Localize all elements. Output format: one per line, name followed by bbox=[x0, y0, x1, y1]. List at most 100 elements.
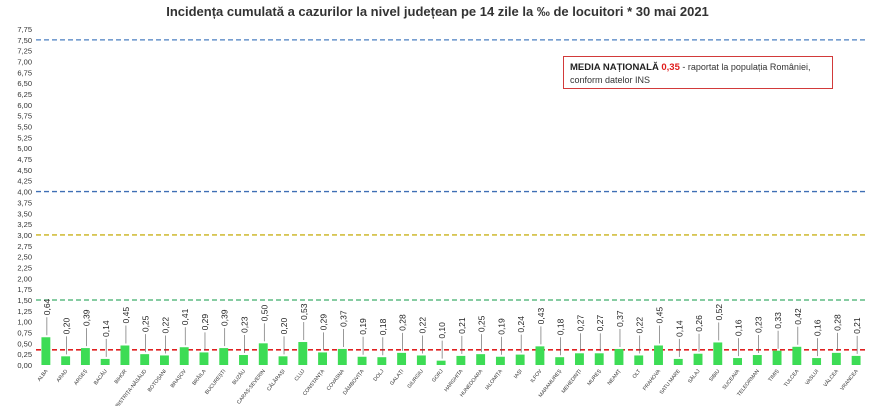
x-tick-label: VASLUI bbox=[804, 369, 820, 387]
data-label: 0,52 bbox=[714, 304, 724, 321]
bar bbox=[357, 356, 367, 365]
y-tick-label: 5,50 bbox=[17, 123, 32, 132]
x-tick-label: NEAMȚ bbox=[607, 368, 623, 387]
x-tick-label: SUCEAVA bbox=[722, 368, 742, 391]
data-label: 0,22 bbox=[417, 317, 427, 334]
bar bbox=[733, 358, 742, 365]
data-label: 0,19 bbox=[358, 318, 368, 335]
data-label: 0,42 bbox=[793, 308, 803, 325]
data-label: 0,37 bbox=[338, 310, 348, 327]
data-label: 0,22 bbox=[160, 317, 170, 334]
data-label: 0,25 bbox=[141, 315, 151, 332]
y-tick-label: 3,50 bbox=[17, 209, 32, 218]
x-tick-label: BUCUREȘTI bbox=[204, 369, 227, 396]
data-label: 0,16 bbox=[813, 319, 823, 336]
y-tick-label: 5,00 bbox=[17, 144, 32, 153]
y-tick-label: 6,25 bbox=[17, 90, 32, 99]
bar bbox=[752, 355, 762, 365]
y-tick-label: 4,25 bbox=[17, 177, 32, 186]
y-tick-label: 5,25 bbox=[17, 133, 32, 142]
national-average-label: MEDIA NAȚIONALĂ bbox=[570, 62, 659, 73]
data-labels: 0,64 0,20 0,39 0,14 0,45 0,25 0,22 0,41 0,29 0,39… bbox=[42, 298, 862, 359]
x-tick-label: IALOMIȚA bbox=[484, 368, 504, 391]
bar bbox=[831, 352, 841, 365]
bar bbox=[614, 348, 624, 365]
bar bbox=[80, 348, 90, 365]
bar bbox=[851, 355, 861, 365]
national-average-note: - raportat la populația României, confor… bbox=[570, 62, 811, 85]
y-tick-label: 0,50 bbox=[17, 339, 32, 348]
y-tick-label: 0,25 bbox=[17, 350, 32, 359]
bar bbox=[100, 358, 110, 365]
y-tick-label: 2,00 bbox=[17, 274, 32, 283]
data-label: 0,25 bbox=[477, 315, 487, 332]
y-tick-label: 3,25 bbox=[17, 220, 32, 229]
reference-lines bbox=[36, 39, 866, 351]
bar bbox=[673, 358, 683, 365]
data-label: 0,50 bbox=[259, 305, 269, 322]
x-tick-label: GALAȚI bbox=[389, 369, 405, 387]
data-label: 0,26 bbox=[694, 315, 704, 332]
bar bbox=[179, 347, 189, 365]
data-label: 0,29 bbox=[200, 314, 210, 331]
bar bbox=[693, 353, 703, 365]
data-label: 0,39 bbox=[220, 309, 230, 326]
y-axis: 0,00 0,25 0,50 0,751,00 1,25 1,50 1,75 2,00 2,25… bbox=[17, 25, 32, 370]
bar-series bbox=[41, 337, 861, 365]
y-tick-label: 2,50 bbox=[17, 253, 32, 262]
y-tick-label: 1,50 bbox=[17, 296, 32, 305]
bar bbox=[219, 348, 229, 365]
data-label: 0,43 bbox=[536, 308, 546, 325]
bar bbox=[495, 356, 505, 365]
data-label: 0,53 bbox=[299, 303, 309, 320]
data-label: 0,45 bbox=[121, 307, 131, 324]
data-label: 0,20 bbox=[279, 318, 289, 335]
data-label: 0,27 bbox=[595, 314, 605, 331]
x-tick-label: HARGHITA bbox=[443, 368, 464, 393]
x-tick-label: PRAHOVA bbox=[642, 368, 662, 392]
bar bbox=[535, 346, 545, 365]
data-label: 0,20 bbox=[62, 318, 72, 335]
bar bbox=[515, 354, 525, 365]
y-tick-label: 3,75 bbox=[17, 198, 32, 207]
bar bbox=[278, 356, 288, 365]
data-label: 0,24 bbox=[516, 316, 526, 333]
x-tick-label: VRANCEA bbox=[840, 368, 861, 392]
x-tick-label: TULCEA bbox=[783, 368, 801, 388]
x-tick-label: SIBIU bbox=[708, 368, 721, 383]
data-label: 0,16 bbox=[734, 319, 744, 336]
data-label: 0,23 bbox=[753, 316, 763, 333]
y-tick-label: 4,00 bbox=[17, 188, 32, 197]
y-tick-label: 4,50 bbox=[17, 166, 32, 175]
bar bbox=[456, 355, 466, 365]
x-tick-label: OLT bbox=[632, 368, 643, 380]
y-tick-label: 0,00 bbox=[17, 361, 32, 370]
bar bbox=[634, 355, 644, 365]
bar bbox=[772, 350, 782, 365]
x-tick-label: ALBA bbox=[37, 368, 50, 383]
data-label: 0,64 bbox=[42, 298, 52, 315]
data-label: 0,21 bbox=[852, 317, 862, 334]
y-tick-label: 6,75 bbox=[17, 68, 32, 77]
y-tick-label: 0,75 bbox=[17, 328, 32, 337]
bar bbox=[318, 352, 327, 365]
bar bbox=[397, 352, 407, 365]
y-tick-label: 7,00 bbox=[17, 58, 32, 67]
data-label: 0,10 bbox=[437, 322, 447, 339]
y-tick-label: 5,75 bbox=[17, 112, 32, 121]
data-label: 0,18 bbox=[556, 318, 566, 335]
bar bbox=[713, 342, 723, 365]
bar bbox=[258, 343, 268, 365]
x-tick-label: DOLJ bbox=[373, 368, 386, 382]
x-tick-label: CĂLĂRAȘI bbox=[265, 368, 286, 393]
data-label: 0,28 bbox=[398, 314, 408, 331]
y-tick-label: 1,00 bbox=[17, 318, 32, 327]
bar bbox=[594, 353, 604, 365]
bar bbox=[575, 353, 584, 365]
y-tick-label: 7,50 bbox=[17, 36, 32, 45]
data-label: 0,33 bbox=[773, 312, 783, 329]
y-tick-label: 7,75 bbox=[17, 25, 32, 34]
bar bbox=[140, 354, 150, 365]
data-label: 0,14 bbox=[101, 320, 111, 337]
